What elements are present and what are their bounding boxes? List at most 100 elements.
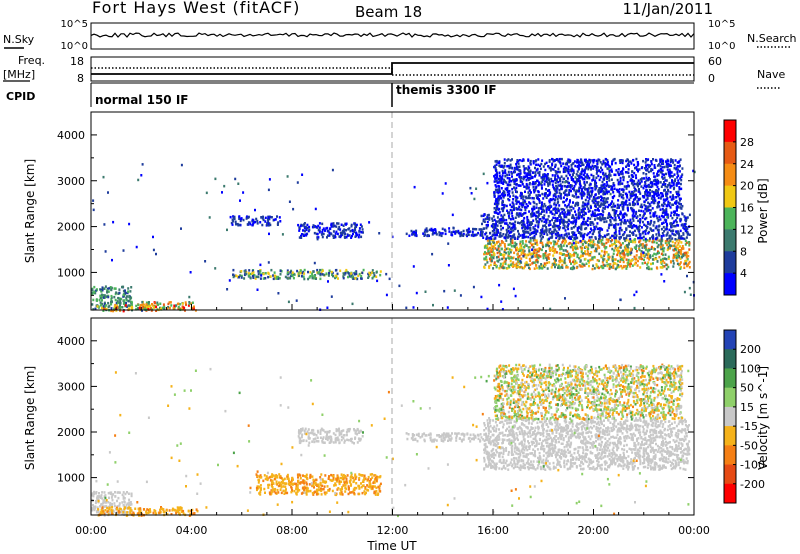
scatter-cell bbox=[506, 209, 509, 212]
scatter-cell bbox=[602, 217, 605, 221]
scatter-cell bbox=[627, 253, 630, 256]
scatter-cell bbox=[474, 234, 477, 237]
scatter-cell bbox=[679, 252, 682, 255]
scatter-cell bbox=[513, 245, 516, 248]
scatter-cell bbox=[680, 266, 682, 269]
scatter-cell bbox=[625, 267, 628, 270]
scatter-cell bbox=[587, 210, 590, 213]
scatter-cell bbox=[142, 508, 145, 511]
scatter-cell bbox=[666, 192, 669, 195]
scatter-cell bbox=[333, 224, 336, 228]
scatter-cell bbox=[660, 247, 663, 251]
scatter-cell bbox=[611, 160, 614, 163]
scatter-cell bbox=[499, 243, 502, 247]
scatter-cell bbox=[588, 193, 591, 196]
scatter-cell bbox=[157, 303, 160, 306]
scatter-cell bbox=[345, 236, 348, 239]
scatter-cell bbox=[583, 169, 586, 172]
scatter-cell bbox=[517, 215, 520, 218]
scatter-cell bbox=[629, 260, 632, 263]
scatter-cell bbox=[614, 236, 617, 240]
scatter-cell bbox=[567, 222, 570, 226]
scatter-cell bbox=[545, 211, 548, 214]
scatter-cell bbox=[625, 227, 628, 231]
scatter-cell bbox=[644, 232, 647, 236]
scatter-cell bbox=[660, 252, 663, 256]
scatter-cell bbox=[611, 238, 614, 242]
scatter-cell bbox=[659, 160, 662, 163]
scatter-cell bbox=[601, 203, 604, 206]
scatter-cell bbox=[677, 190, 680, 194]
scatter-cell bbox=[304, 227, 306, 230]
scatter-cell bbox=[589, 254, 592, 257]
scatter-cell bbox=[95, 288, 98, 292]
scatter-cell bbox=[612, 158, 615, 161]
scatter-cell bbox=[278, 216, 281, 219]
scatter-cell bbox=[430, 229, 433, 232]
scatter-cell bbox=[538, 267, 541, 270]
scatter-cell bbox=[635, 244, 638, 247]
scatter-cell bbox=[584, 159, 587, 163]
scatter-cell bbox=[488, 266, 491, 270]
scatter-cell bbox=[595, 184, 597, 187]
scatter-cell bbox=[313, 261, 316, 265]
scatter-cell bbox=[616, 253, 619, 257]
scatter-cell bbox=[493, 241, 496, 245]
scatter-cell bbox=[665, 162, 668, 166]
scatter-cell bbox=[510, 179, 513, 183]
nsearch-tick-bottom: 10^0 bbox=[708, 41, 735, 52]
scatter-cell bbox=[585, 161, 588, 164]
scatter-cell bbox=[631, 180, 634, 183]
scatter-cell bbox=[274, 218, 277, 221]
scatter-cell bbox=[661, 232, 664, 235]
scatter-cell bbox=[110, 300, 112, 304]
scatter-cell bbox=[617, 199, 620, 202]
nsky-tick-top: 10^5 bbox=[61, 19, 88, 30]
scatter-cell bbox=[564, 249, 567, 252]
scatter-cell bbox=[680, 249, 683, 252]
scatter-cell bbox=[597, 174, 600, 178]
scatter-cell bbox=[477, 231, 480, 235]
scatter-cell bbox=[608, 267, 611, 270]
scatter-cell bbox=[583, 192, 586, 196]
scatter-cell bbox=[330, 223, 333, 227]
scatter-cell bbox=[424, 233, 427, 236]
scatter-cell bbox=[672, 262, 675, 265]
scatter-cell bbox=[254, 277, 257, 280]
scatter-cell bbox=[624, 192, 627, 196]
scatter-cell bbox=[577, 174, 580, 177]
scatter-cell bbox=[129, 290, 132, 293]
scatter-cell bbox=[658, 255, 661, 259]
scatter-cell bbox=[570, 235, 573, 238]
scatter-cell bbox=[672, 265, 675, 268]
scatter-cell bbox=[619, 246, 622, 249]
scatter-cell bbox=[117, 491, 120, 494]
scatter-cell bbox=[532, 231, 535, 235]
scatter-cell bbox=[240, 276, 243, 279]
scatter-cell bbox=[668, 174, 671, 177]
scatter-cell bbox=[635, 210, 638, 214]
scatter-cell bbox=[248, 269, 251, 272]
scatter-cell bbox=[633, 214, 636, 218]
scatter-cell bbox=[567, 165, 570, 168]
scatter-cell bbox=[547, 182, 549, 185]
scatter-cell bbox=[290, 273, 293, 276]
scatter-cell bbox=[612, 202, 615, 205]
scatter-cell bbox=[680, 241, 683, 244]
scatter-cell bbox=[502, 256, 505, 260]
scatter-cell bbox=[295, 299, 298, 302]
scatter-cell bbox=[625, 165, 628, 168]
scatter-cell bbox=[619, 193, 622, 196]
scatter-cell bbox=[666, 248, 669, 252]
scatter-cell bbox=[626, 265, 629, 268]
scatter-cell bbox=[591, 240, 593, 244]
scatter-cell bbox=[628, 220, 631, 224]
scatter-cell bbox=[674, 219, 677, 222]
scatter-cell bbox=[117, 296, 120, 300]
scatter-cell bbox=[665, 191, 668, 194]
scatter-cell bbox=[292, 272, 295, 276]
scatter-cell bbox=[676, 216, 679, 220]
scatter-cell bbox=[587, 200, 590, 203]
scatter-cell bbox=[668, 236, 671, 240]
scatter-cell bbox=[647, 158, 650, 161]
